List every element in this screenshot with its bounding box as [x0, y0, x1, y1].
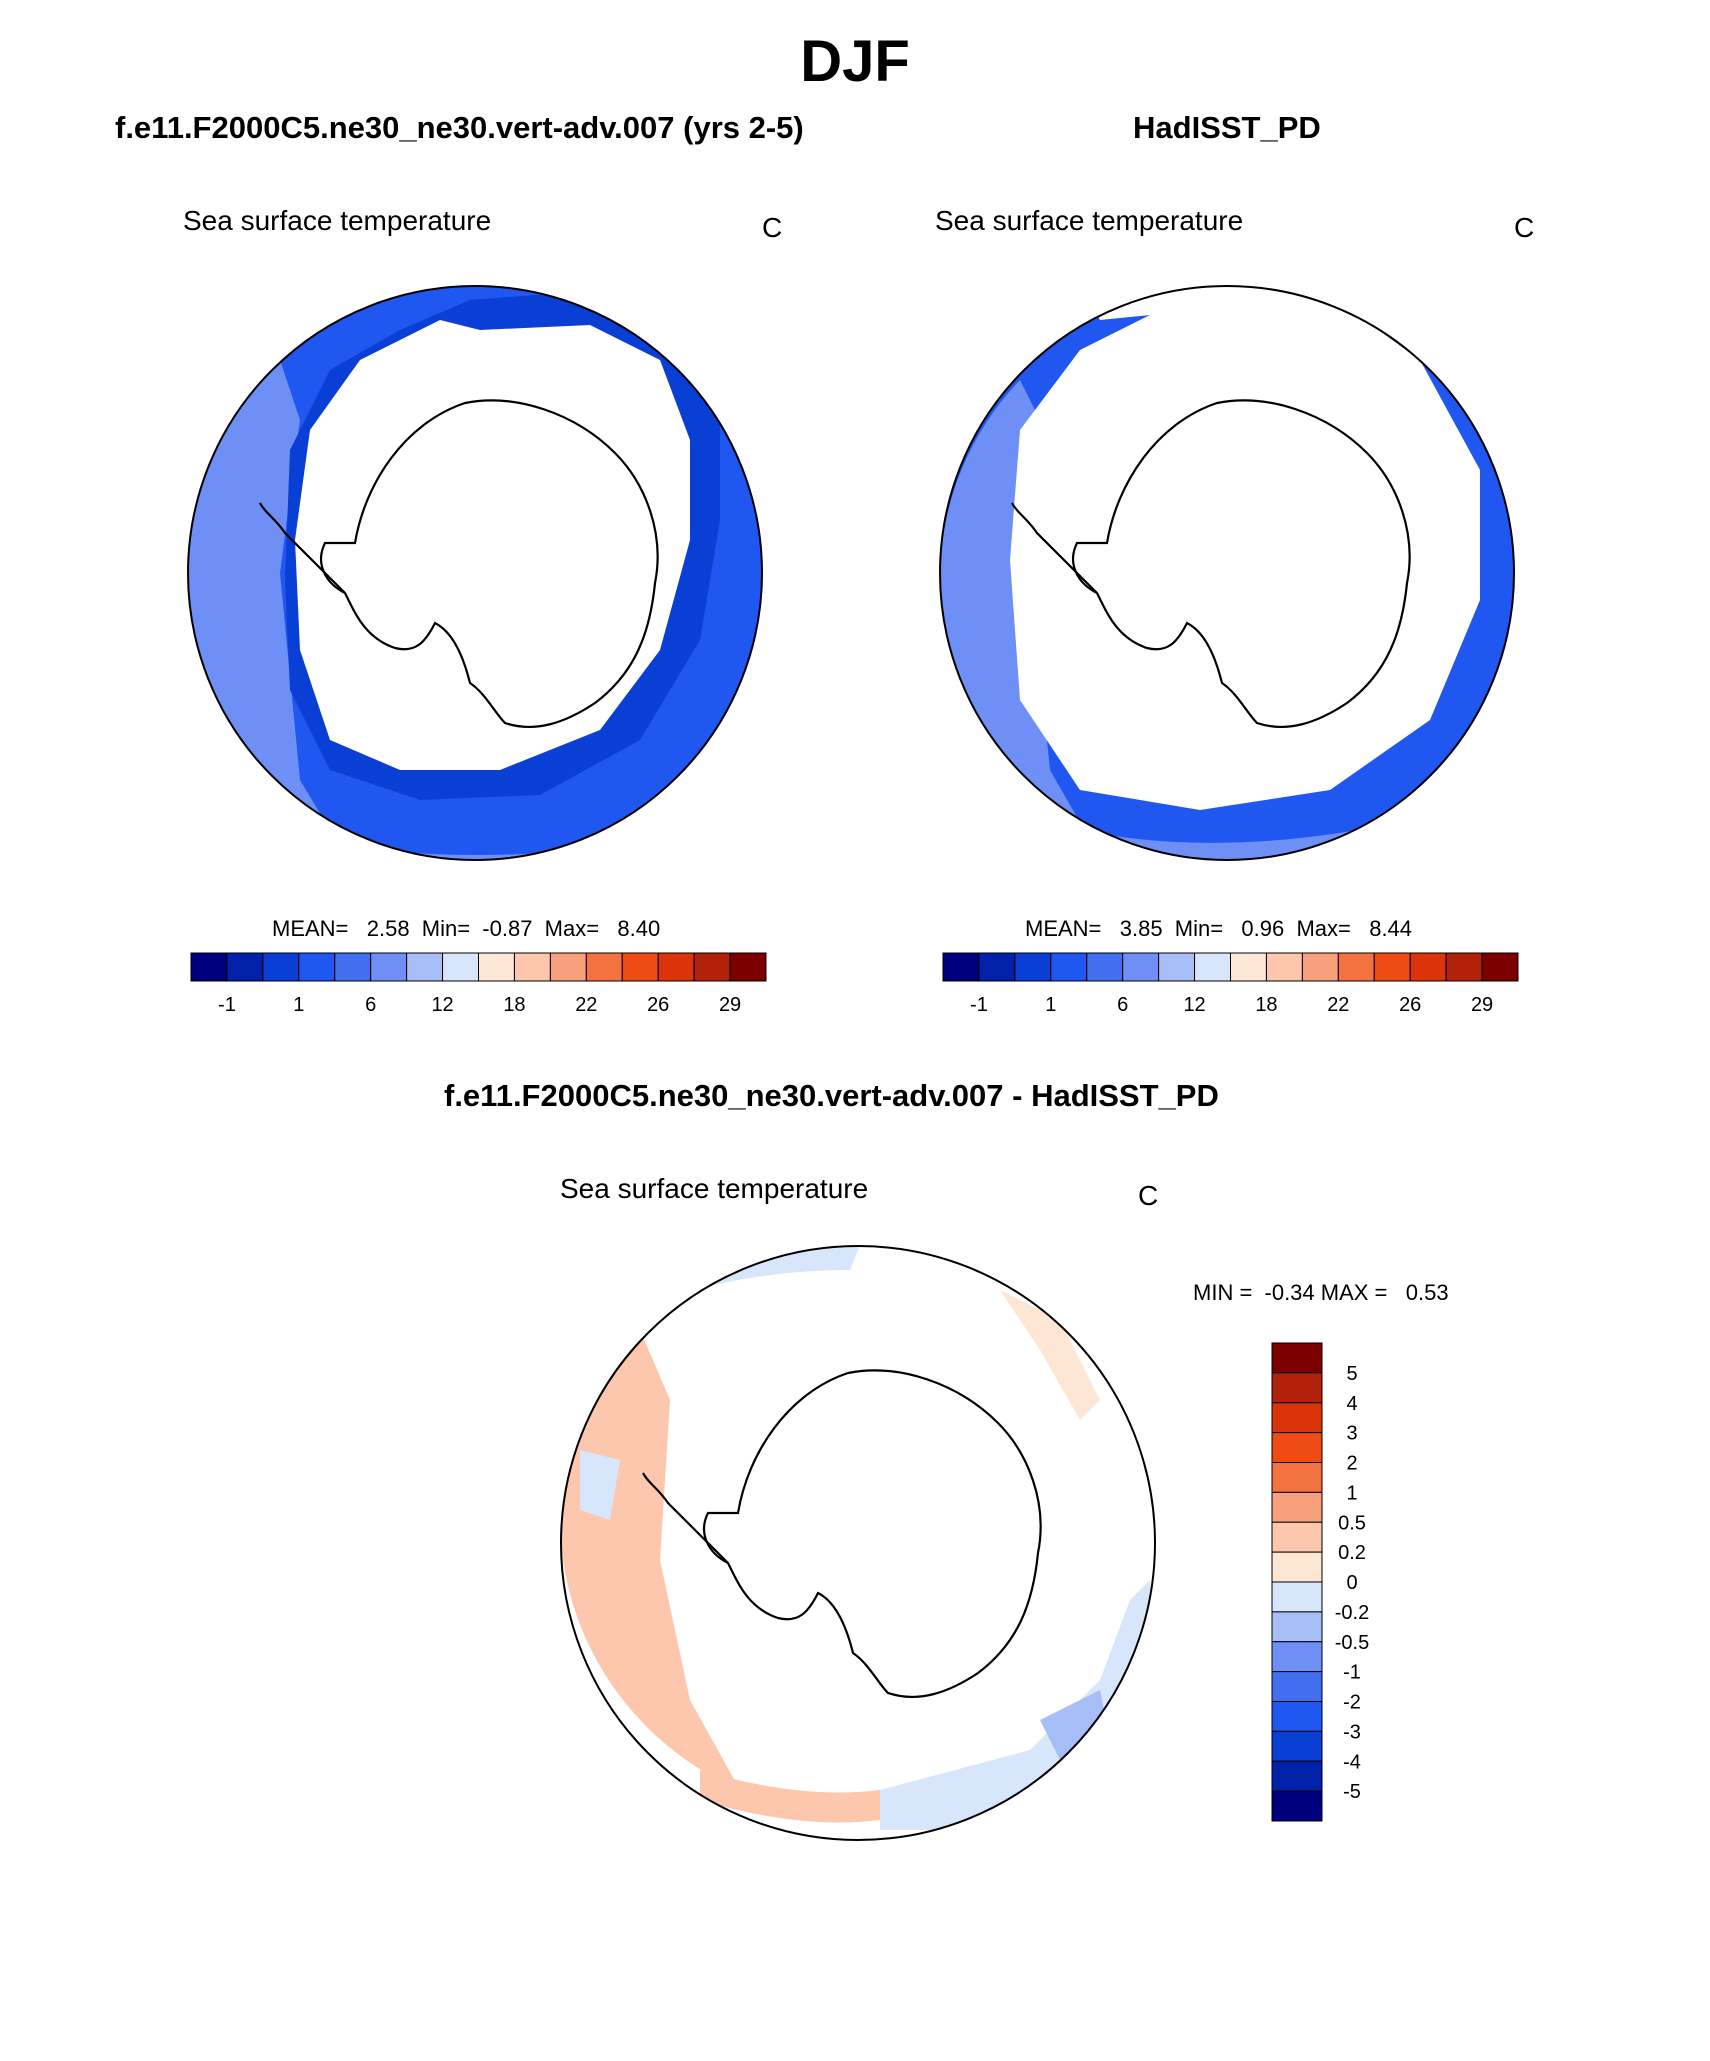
panel2-colorbar-tick-label: 1 [1045, 994, 1056, 1016]
case-title: f.e11.F2000C5.ne30_ne30.vert-adv.007 (yr… [115, 110, 804, 145]
panel1-colorbar-swatch [370, 952, 408, 982]
panel2-colorbar-swatch [1301, 952, 1339, 982]
panel2-colorbar-swatch [1373, 952, 1411, 982]
panel2-colorbar-swatch [1230, 952, 1267, 982]
panel3-colorbar-tick-label: 4 [1346, 1393, 1357, 1415]
panel3-colorbar-swatch [1271, 1790, 1323, 1822]
panel1-colorbar-swatch [549, 952, 587, 982]
panel1-colorbar-swatch [406, 952, 444, 982]
panel3-colorbar-swatch [1271, 1432, 1323, 1463]
panel2-map [939, 285, 1515, 861]
panel2-colorbar-tick-label: 26 [1399, 994, 1421, 1016]
panel2-colorbar-tick-label: 22 [1327, 994, 1349, 1016]
panel2-colorbar-swatch [978, 952, 1016, 982]
panel1-colorbar-tick-label: 29 [719, 994, 741, 1016]
panel2-colorbar-tick-label: 18 [1255, 994, 1277, 1016]
panel3-colorbar-tick-label: -4 [1343, 1751, 1361, 1773]
panel3-colorbar-tick-label: 5 [1346, 1363, 1357, 1385]
panel1-colorbar-swatch [513, 952, 551, 982]
panel3-colorbar-swatch [1271, 1551, 1323, 1583]
panel2-colorbar-swatch [1445, 952, 1483, 982]
panel2-colorbar-tick-label: 12 [1183, 994, 1205, 1016]
panel2-colorbar-swatch [1122, 952, 1160, 982]
panel1-colorbar-swatch [585, 952, 623, 982]
panel1-colorbar-swatch [298, 952, 336, 982]
panel1-colorbar-swatch [657, 952, 695, 982]
panel3-colorbar-swatch [1271, 1730, 1323, 1762]
panel2-colorbar-swatch [1158, 952, 1196, 982]
panel2-colorbar-tick-label: 29 [1471, 994, 1493, 1016]
panel3-colorbar-swatch [1271, 1701, 1323, 1732]
panel1-variable-label: Sea surface temperature [183, 205, 492, 236]
panel3-colorbar-tick-label: -0.2 [1335, 1602, 1369, 1624]
panel3-colorbar-swatch [1271, 1760, 1323, 1792]
panel2-colorbar-swatch [1014, 952, 1052, 982]
panel2-colorbar: -1 1 6 12 18 22 26 29 [942, 952, 1519, 1016]
panel2-colorbar-tick-label: 6 [1117, 994, 1128, 1016]
panel3-colorbar-swatch [1271, 1521, 1323, 1553]
panel1-colorbar-swatch [334, 952, 372, 982]
panel3-colorbar-tick-label: -5 [1343, 1781, 1361, 1803]
panel2-colorbar-swatch [1265, 952, 1303, 982]
panel3-colorbar-swatch [1271, 1611, 1323, 1643]
panel3-colorbar-tick-label: 0.5 [1338, 1512, 1366, 1534]
panel1-colorbar: -1 1 6 12 18 22 26 29 [190, 952, 767, 1016]
panel2-stats: MEAN= 3.85 Min= 0.96 Max= 8.44 [1025, 916, 1413, 941]
panel1-map [187, 285, 763, 861]
panel3-colorbar-tick-label: -2 [1343, 1692, 1361, 1714]
obs-title: HadISST_PD [1133, 110, 1321, 145]
panel1-colorbar-tick-label: 18 [503, 994, 525, 1016]
panel1-units-label: C [762, 212, 783, 243]
panel1-colorbar-tick-label: 1 [293, 994, 304, 1016]
panel3-map [560, 1245, 1156, 1841]
diff-title: f.e11.F2000C5.ne30_ne30.vert-adv.007 - H… [444, 1078, 1219, 1113]
panel1-colorbar-tick-label: 6 [365, 994, 376, 1016]
panel3-colorbar-tick-label: 0.2 [1338, 1542, 1366, 1564]
panel1-colorbar-tick-label: -1 [218, 994, 236, 1016]
panel3-stats: MIN = -0.34 MAX = 0.53 [1193, 1280, 1449, 1305]
panel3-colorbar-swatch [1271, 1491, 1323, 1523]
panel1-stats: MEAN= 2.58 Min= -0.87 Max= 8.40 [272, 916, 661, 941]
panel3-colorbar-tick-label: 2 [1346, 1453, 1357, 1475]
panel1-colorbar-swatch [226, 952, 264, 982]
panel3-colorbar-swatch [1271, 1581, 1323, 1613]
panel1-colorbar-swatch [262, 952, 300, 982]
panel2-colorbar-swatch [1481, 952, 1519, 982]
panel1-colorbar-swatch [729, 952, 767, 982]
panel1-colorbar-swatch [478, 952, 515, 982]
panel1-colorbar-tick-label: 12 [431, 994, 453, 1016]
panel3-colorbar-tick-label: -1 [1343, 1662, 1361, 1684]
panel2-units-label: C [1514, 212, 1535, 243]
panel2-colorbar-swatch [1050, 952, 1088, 982]
panel2-colorbar-swatch [1194, 952, 1231, 982]
panel1-colorbar-swatch [693, 952, 731, 982]
panel3-colorbar-swatch [1271, 1641, 1323, 1673]
panel1-colorbar-swatch [442, 952, 479, 982]
panel1-colorbar-tick-label: 22 [575, 994, 597, 1016]
panel3-colorbar-swatch [1271, 1462, 1323, 1493]
panel3-colorbar-tick-label: 1 [1346, 1482, 1357, 1504]
page-title: DJF [800, 29, 910, 94]
panel2-colorbar-swatch [942, 952, 980, 982]
panel2-colorbar-tick-label: -1 [970, 994, 988, 1016]
panel1-colorbar-tick-label: 26 [647, 994, 669, 1016]
panel2-variable-label: Sea surface temperature [935, 205, 1244, 236]
panel3-colorbar-swatch [1271, 1342, 1323, 1374]
panel3-colorbar-tick-label: -0.5 [1335, 1632, 1369, 1654]
panel1-colorbar-swatch [621, 952, 659, 982]
panel3-units-label: C [1138, 1180, 1159, 1211]
panel3-colorbar: 5 4 3 2 1 0.5 0.2 0 -0.2 -0.5 -1 -2 -3 -4 -5 [1271, 1342, 1369, 1822]
panel3-colorbar-swatch [1271, 1402, 1323, 1434]
panel3-colorbar-tick-label: 0 [1346, 1572, 1357, 1594]
panel2-colorbar-swatch [1086, 952, 1124, 982]
panel2-colorbar-swatch [1409, 952, 1447, 982]
panel3-colorbar-tick-label: -3 [1343, 1721, 1361, 1743]
panel1-colorbar-swatch [190, 952, 228, 982]
panel3-colorbar-tick-label: 3 [1346, 1423, 1357, 1445]
panel2-colorbar-swatch [1337, 952, 1375, 982]
panel3-colorbar-swatch [1271, 1372, 1323, 1404]
panel3-variable-label: Sea surface temperature [560, 1173, 869, 1204]
panel3-colorbar-swatch [1271, 1671, 1323, 1702]
